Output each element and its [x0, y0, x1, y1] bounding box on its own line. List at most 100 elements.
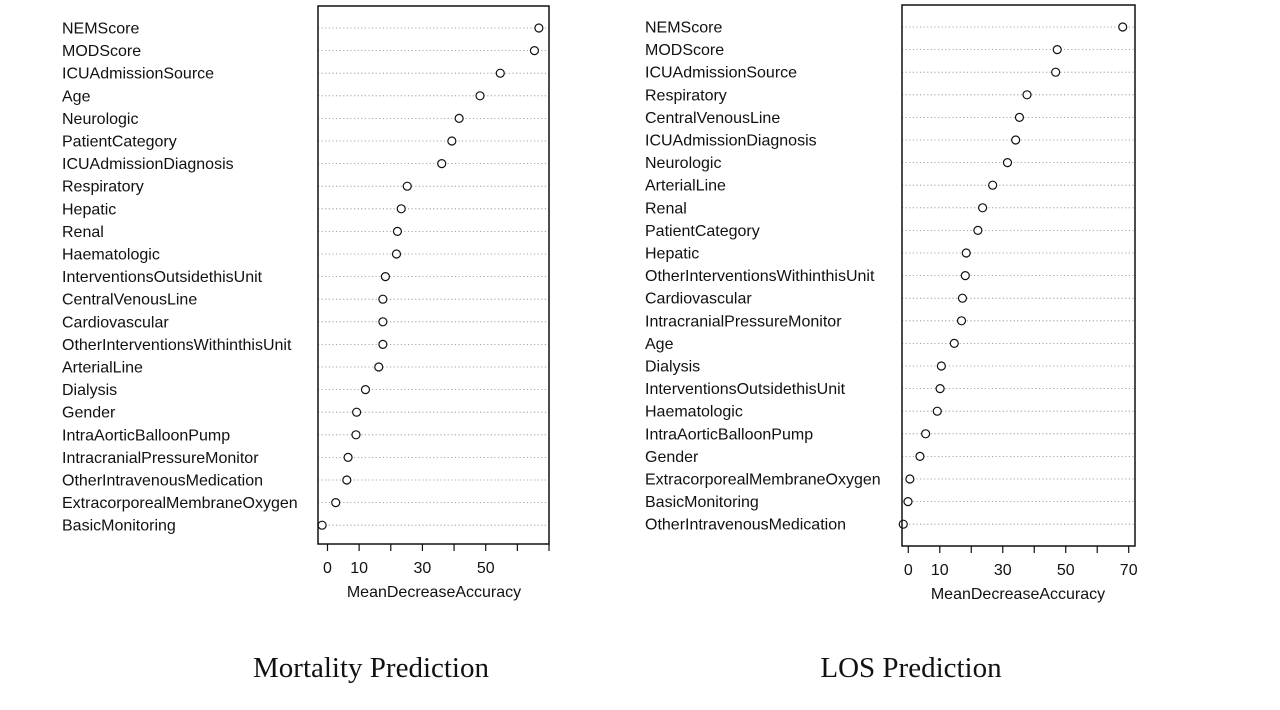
mortality-variable-label: ArterialLine: [62, 360, 143, 377]
mortality-x-axis-title: MeanDecreaseAccuracy: [347, 584, 521, 601]
mortality-point: [331, 498, 341, 508]
los-variable-label: Haematologic: [645, 404, 743, 421]
mortality-point: [378, 294, 388, 304]
mortality-point: [391, 249, 402, 259]
mortality-point: [534, 23, 544, 33]
mortality-point: [447, 136, 457, 146]
mortality-variable-label: Haematologic: [62, 247, 160, 264]
mortality-point: [342, 475, 352, 485]
los-point: [1014, 112, 1025, 123]
los-point: [1022, 90, 1032, 100]
mortality-variable-label: Neurologic: [62, 111, 138, 128]
los-variable-label: OtherInterventionsWithinthisUnit: [645, 268, 875, 285]
los-point: [957, 293, 968, 303]
mortality-chart-title: Mortality Prediction: [253, 652, 489, 684]
mortality-point: [529, 45, 540, 56]
mortality-point: [378, 317, 388, 327]
mortality-variable-label: OtherIntravenousMedication: [62, 473, 263, 490]
los-x-tick-label: 0: [904, 562, 913, 579]
los-variable-label: IntraAorticBalloonPump: [645, 426, 813, 443]
los-variable-label: OtherIntravenousMedication: [645, 517, 846, 534]
mortality-point: [475, 91, 485, 101]
mortality-variable-label: ICUAdmissionSource: [62, 66, 214, 83]
mortality-point: [437, 159, 447, 169]
mortality-variable-label: ICUAdmissionDiagnosis: [62, 156, 234, 173]
mortality-variable-label: NEMScore: [62, 21, 139, 38]
los-variable-label: ExtracorporealMembraneOxygen: [645, 472, 881, 489]
los-variable-label: Renal: [645, 200, 687, 217]
los-variable-label: Hepatic: [645, 246, 699, 263]
los-x-tick-label: 70: [1120, 562, 1138, 579]
mortality-variable-label: ExtracorporealMembraneOxygen: [62, 495, 298, 512]
los-point: [905, 474, 915, 484]
mortality-variable-label: CentralVenousLine: [62, 292, 197, 309]
los-point: [921, 429, 931, 439]
mortality-point: [343, 452, 353, 462]
los-variable-label: InterventionsOutsidethisUnit: [645, 381, 846, 398]
mortality-point: [352, 407, 362, 417]
los-point: [1002, 158, 1013, 168]
los-variable-label: Respiratory: [645, 87, 727, 104]
los-variable-label: IntracranialPressureMonitor: [645, 313, 842, 330]
los-point: [949, 338, 959, 348]
los-x-tick-label: 30: [994, 562, 1012, 579]
los-point: [898, 519, 908, 529]
los-variable-label: Neurologic: [645, 155, 721, 172]
los-point: [1118, 22, 1128, 32]
los-variable-label: CentralVenousLine: [645, 110, 780, 127]
mortality-point: [396, 204, 406, 214]
mortality-variable-label: BasicMonitoring: [62, 518, 176, 535]
los-variable-label: MODScore: [645, 42, 724, 59]
los-x-tick-label: 50: [1057, 562, 1075, 579]
los-point: [956, 316, 967, 326]
los-chart-title: LOS Prediction: [820, 652, 1002, 684]
mortality-point: [402, 181, 412, 191]
mortality-variable-label: Hepatic: [62, 201, 116, 218]
los-x-axis-title: MeanDecreaseAccuracy: [931, 586, 1105, 603]
los-plot-frame: [901, 4, 1136, 547]
los-variable-label: BasicMonitoring: [645, 494, 759, 511]
los-point: [978, 203, 988, 213]
los-point: [988, 180, 998, 190]
mortality-point: [317, 520, 327, 530]
los-variable-label: Gender: [645, 449, 699, 466]
mortality-variable-label: Respiratory: [62, 179, 144, 196]
mortality-variable-label: InterventionsOutsidethisUnit: [62, 269, 263, 286]
los-point: [1051, 67, 1061, 77]
los-variable-label: ICUAdmissionSource: [645, 65, 797, 82]
mortality-point: [374, 362, 384, 372]
mortality-point: [378, 339, 388, 349]
los-point: [960, 271, 970, 281]
los-variable-label: Age: [645, 336, 674, 353]
mortality-variable-label: PatientCategory: [62, 134, 177, 151]
los-chart: NEMScore MODScore ICUAdmissionSource Respir…: [645, 4, 1138, 684]
los-point: [1011, 135, 1021, 145]
los-variable-label: PatientCategory: [645, 223, 760, 240]
mortality-point: [495, 68, 505, 78]
los-point: [903, 497, 913, 507]
mortality-x-tick-label: 50: [477, 560, 495, 577]
mortality-variable-label: Cardiovascular: [62, 314, 169, 331]
los-variable-label: Cardiovascular: [645, 291, 752, 308]
los-point: [936, 361, 946, 371]
los-point: [1052, 44, 1062, 55]
mortality-point: [360, 385, 371, 395]
mortality-point: [351, 430, 361, 440]
los-point: [961, 248, 971, 258]
mortality-x-tick-label: 10: [350, 560, 368, 577]
mortality-x-tick-label: 30: [414, 560, 432, 577]
los-variable-label: ICUAdmissionDiagnosis: [645, 133, 817, 150]
los-x-tick-label: 10: [931, 562, 949, 579]
mortality-variable-label: IntracranialPressureMonitor: [62, 450, 259, 467]
mortality-variable-label: MODScore: [62, 43, 141, 60]
mortality-point: [454, 113, 464, 124]
mortality-plot-frame: [317, 5, 550, 545]
mortality-variable-label: Age: [62, 88, 91, 105]
los-point: [935, 384, 945, 394]
mortality-variable-label: Dialysis: [62, 382, 117, 399]
mortality-variable-label: OtherInterventionsWithinthisUnit: [62, 337, 292, 354]
los-point: [973, 225, 983, 235]
mortality-variable-label: Renal: [62, 224, 104, 241]
mortality-variable-label: IntraAorticBalloonPump: [62, 427, 230, 444]
